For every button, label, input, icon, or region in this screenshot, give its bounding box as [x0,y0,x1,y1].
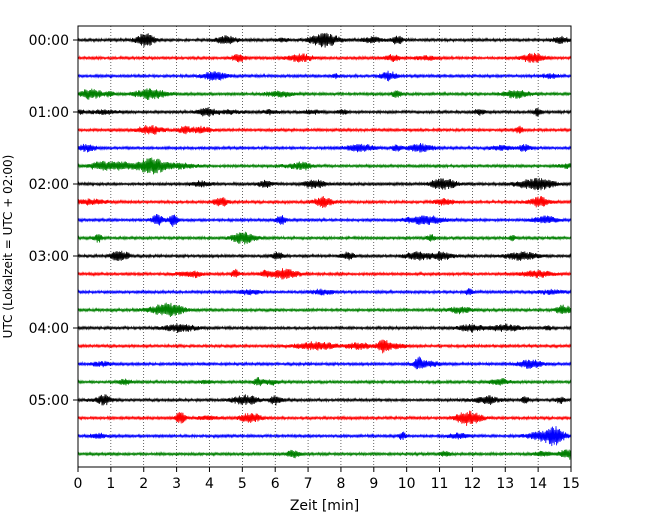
y-axis-label: UTC (Lokalzeit = UTC + 02:00) [1,155,15,339]
x-tick-label: 15 [562,476,580,492]
seismic-trace [77,356,572,370]
seismic-trace [77,231,572,245]
seismic-trace [77,142,572,153]
seismic-trace [77,302,572,318]
seismic-trace [77,410,572,427]
seismic-trace [77,52,572,63]
seismic-trace [77,32,572,48]
x-tick-label: 7 [304,476,313,492]
x-tick-label: 4 [205,476,214,492]
seismic-trace [77,177,572,191]
seismic-trace [77,449,572,460]
seismic-trace [77,288,572,296]
y-tick-label: 05:00 [29,393,69,409]
seismic-trace [77,70,572,82]
y-axis: 00:00 01:00 02:00 03:00 04:00 05:00 [29,33,78,409]
seismic-trace [77,426,572,447]
x-tick-label: 3 [172,476,181,492]
y-tick-label: 04:00 [29,321,69,337]
x-tick-label: 14 [529,476,547,492]
seismic-trace [77,394,572,406]
seismic-trace [77,250,572,262]
x-tick-label: 5 [238,476,247,492]
y-tick-label: 02:00 [29,177,69,193]
x-tick-label: 1 [106,476,115,492]
y-tick-label: 01:00 [29,105,69,121]
x-tick-label: 12 [463,476,481,492]
plot-frame [77,25,572,468]
seismic-trace [77,124,572,135]
x-tick-label: 8 [336,476,345,492]
y-tick-label: 00:00 [29,33,69,49]
seismic-trace [77,323,572,333]
x-tick-label: 13 [496,476,514,492]
x-tick-label: 0 [74,476,83,492]
x-tick-label: 9 [369,476,378,492]
x-axis: 0 1 2 3 4 5 6 7 8 9 10 11 12 13 14 15 [74,467,580,492]
seismic-trace [77,157,572,175]
seismic-trace [77,196,572,209]
x-tick-label: 11 [431,476,449,492]
seismic-trace [77,88,572,100]
y-tick-label: 03:00 [29,249,69,265]
seismic-traces [77,32,572,460]
seismic-trace [77,268,572,280]
x-tick-label: 2 [139,476,148,492]
seismic-trace [77,213,572,227]
x-tick-label: 10 [398,476,416,492]
seismic-trace [77,339,572,354]
x-axis-label: Zeit [min] [290,498,359,514]
seismic-trace [77,377,572,387]
x-tick-label: 6 [271,476,280,492]
seismic-trace [77,107,572,117]
